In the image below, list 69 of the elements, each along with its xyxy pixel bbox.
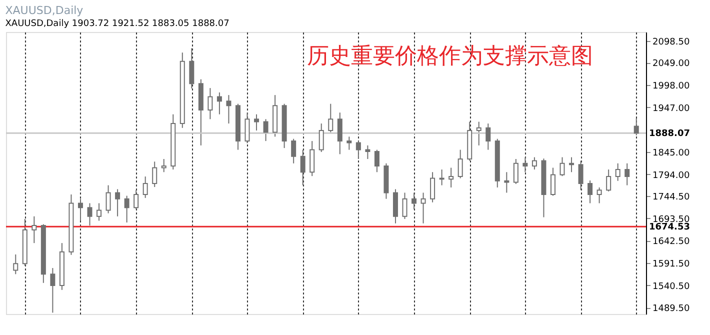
candlestick [310, 140, 315, 177]
y-tick-label: 1794.00 [652, 170, 690, 181]
candlestick [161, 158, 166, 173]
candlestick [226, 94, 232, 124]
candlestick [244, 112, 250, 144]
candlestick [189, 48, 194, 89]
y-tick-label: 1947.00 [652, 104, 690, 114]
candlestick [208, 88, 213, 120]
candlestick [13, 254, 18, 275]
candlestick [606, 168, 612, 192]
y-tick-label: 1489.50 [652, 304, 690, 314]
candlestick [458, 149, 463, 179]
candlestick [615, 162, 620, 182]
candlestick [254, 114, 260, 132]
y-tick-label: 1540.50 [652, 282, 690, 292]
y-tick-label: 1744.50 [652, 192, 690, 202]
candlestick [578, 160, 584, 191]
candlestick [486, 123, 491, 150]
candlestick [124, 195, 130, 223]
chart-subtitle: XAUUSD,Daily 1903.72 1921.52 1883.05 1888.07 [5, 19, 230, 29]
candlestick [569, 156, 574, 173]
candlestick [337, 112, 342, 155]
candlestick [216, 92, 222, 115]
candlestick [115, 188, 120, 217]
candlestick [291, 138, 296, 164]
candlestick [420, 192, 426, 224]
candlestick [263, 118, 268, 142]
y-tick-label: 1845.00 [652, 148, 690, 158]
candlestick [78, 198, 83, 222]
candlestick [392, 188, 398, 224]
candlestick [402, 192, 408, 220]
y-tick-label: 2049.00 [652, 59, 690, 70]
candlestick [532, 156, 537, 170]
candlestick [346, 136, 352, 150]
candlestick [624, 162, 630, 186]
candlestick [106, 184, 111, 214]
y-tick-label: 2098.50 [652, 37, 690, 48]
candlestick [550, 167, 556, 196]
candlestick [513, 158, 518, 184]
candlestick [374, 149, 380, 173]
candlestick [412, 192, 417, 210]
y-tick-label: 1998.00 [652, 81, 690, 92]
candlestick [430, 172, 436, 203]
candlestick [365, 144, 370, 160]
y-tick-label: 1591.50 [652, 259, 690, 270]
candlestick [504, 172, 510, 194]
ref-line-label: 1888.07 [649, 129, 690, 140]
candlestick [50, 268, 56, 314]
annotation: 历史重要价格作为支撑示意图 [306, 44, 593, 69]
candlestick [300, 149, 306, 186]
candlestick [448, 167, 454, 188]
candlestick [588, 180, 593, 204]
candlestick [476, 121, 482, 146]
candlestick [152, 161, 158, 188]
candlestick [356, 140, 361, 160]
candlestick [560, 156, 565, 177]
candlestick [634, 118, 639, 136]
candlestick [32, 216, 37, 244]
candlestick [318, 123, 324, 152]
ref-line-label: 1674.53 [649, 222, 690, 233]
candlestick [134, 190, 139, 210]
candlestick [596, 186, 602, 204]
candlestick [522, 156, 528, 173]
chart-title: XAUUSD,Daily [5, 4, 84, 17]
y-tick-label: 1642.50 [652, 237, 690, 248]
candlestick [328, 103, 334, 133]
candlestick [96, 202, 102, 222]
candlestick [87, 202, 92, 226]
candlestick [142, 176, 148, 198]
